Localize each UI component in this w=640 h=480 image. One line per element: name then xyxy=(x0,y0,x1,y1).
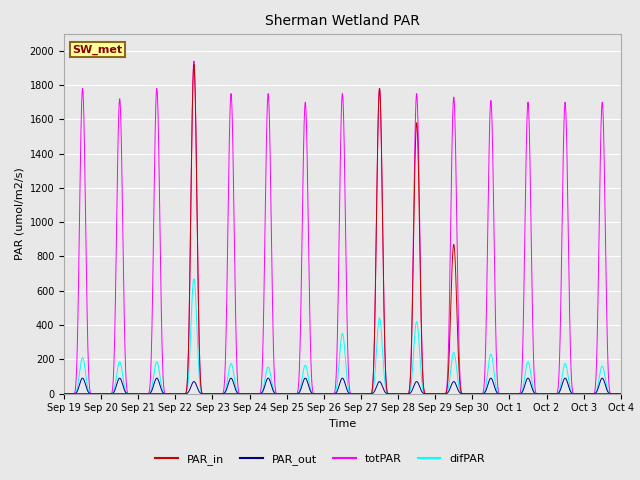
X-axis label: Time: Time xyxy=(329,419,356,429)
Text: SW_met: SW_met xyxy=(72,44,122,55)
Y-axis label: PAR (umol/m2/s): PAR (umol/m2/s) xyxy=(14,167,24,260)
Title: Sherman Wetland PAR: Sherman Wetland PAR xyxy=(265,14,420,28)
Legend: PAR_in, PAR_out, totPAR, difPAR: PAR_in, PAR_out, totPAR, difPAR xyxy=(151,450,489,469)
